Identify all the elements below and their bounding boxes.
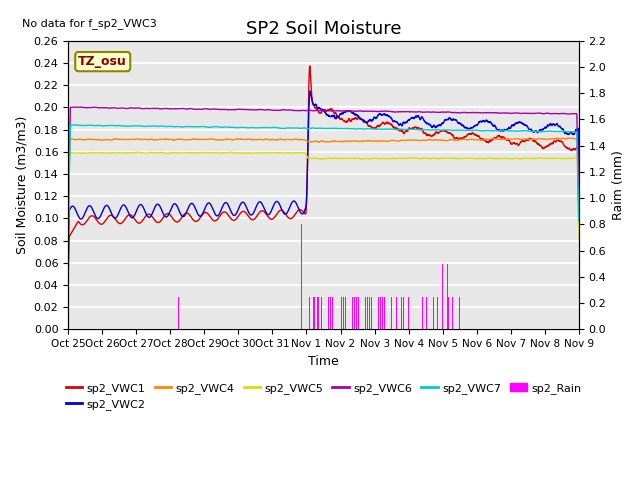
Y-axis label: Raim (mm): Raim (mm) xyxy=(612,150,625,220)
Text: TZ_osu: TZ_osu xyxy=(78,55,127,68)
Bar xyxy=(447,264,448,329)
Bar xyxy=(442,264,443,329)
Text: No data for f_sp2_VWC3: No data for f_sp2_VWC3 xyxy=(22,18,157,29)
Legend: sp2_VWC1, sp2_VWC2, sp2_VWC4, sp2_VWC5, sp2_VWC6, sp2_VWC7, sp2_Rain: sp2_VWC1, sp2_VWC2, sp2_VWC4, sp2_VWC5, … xyxy=(61,378,586,414)
Title: SP2 Soil Moisture: SP2 Soil Moisture xyxy=(246,20,401,38)
Y-axis label: Soil Moisture (m3/m3): Soil Moisture (m3/m3) xyxy=(15,116,28,254)
X-axis label: Time: Time xyxy=(308,355,339,368)
